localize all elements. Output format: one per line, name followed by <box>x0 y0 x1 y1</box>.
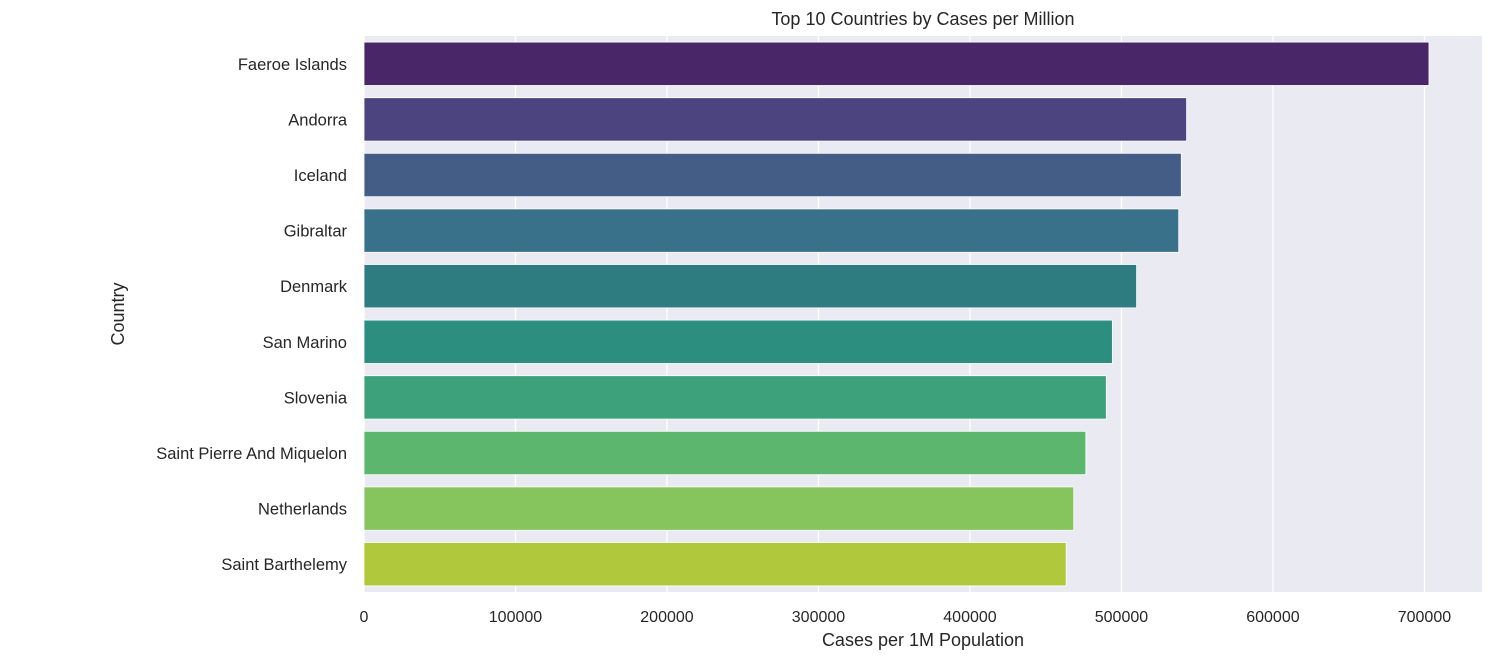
y-tick-label: Denmark <box>280 278 348 296</box>
bar <box>363 486 1075 531</box>
x-tick-label: 100000 <box>489 609 542 626</box>
y-tick-labels: Faeroe Islands Andorra Iceland Gibraltar Den… <box>156 56 348 574</box>
bar <box>363 97 1187 142</box>
x-tick-label: 300000 <box>792 609 845 626</box>
bar <box>363 319 1113 364</box>
y-axis-label: Country <box>108 282 128 345</box>
bar <box>363 430 1087 476</box>
x-tick-label: 500000 <box>1095 609 1148 626</box>
bar <box>363 41 1430 86</box>
y-tick-label: Iceland <box>294 167 347 185</box>
y-tick-label: Faeroe Islands <box>238 56 347 74</box>
x-tick-label: 0 <box>360 609 369 626</box>
y-tick-label: Saint Barthelemy <box>221 556 347 574</box>
chart-title: Top 10 Countries by Cases per Million <box>771 9 1074 29</box>
y-tick-label: San Marino <box>263 334 347 352</box>
x-tick-label: 600000 <box>1246 609 1299 626</box>
y-tick-label: Saint Pierre And Miquelon <box>156 445 347 463</box>
x-tick-label: 700000 <box>1398 609 1451 626</box>
bar <box>363 375 1107 420</box>
bars <box>363 41 1430 587</box>
x-tick-labels: 0 100000 200000 300000 400000 500000 600000 700… <box>360 609 1452 626</box>
y-tick-label: Netherlands <box>258 501 347 519</box>
bar <box>363 264 1138 309</box>
x-tick-label: 200000 <box>640 609 693 626</box>
x-axis-label: Cases per 1M Population <box>822 630 1024 650</box>
bar <box>363 542 1067 587</box>
y-tick-label: Gibraltar <box>284 223 348 241</box>
bar <box>363 208 1180 253</box>
x-tick-label: 400000 <box>943 609 996 626</box>
bar <box>363 152 1182 198</box>
y-tick-label: Andorra <box>288 111 348 129</box>
y-tick-label: Slovenia <box>284 389 348 407</box>
